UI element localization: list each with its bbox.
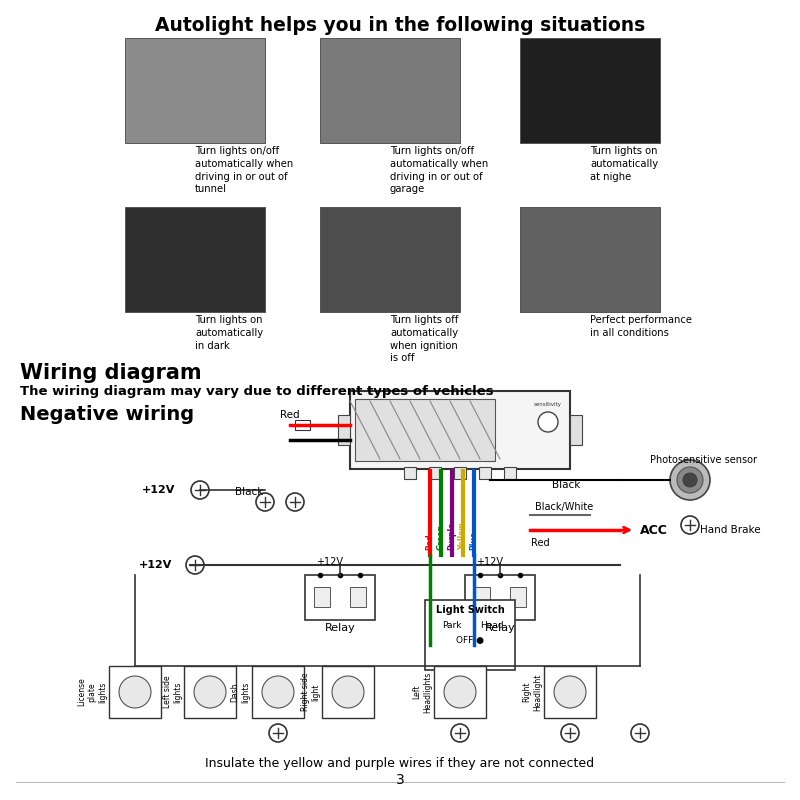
Circle shape [444,676,476,708]
Text: Head: Head [480,621,504,630]
Text: OFF ●: OFF ● [456,635,484,645]
Bar [454,467,466,479]
Text: Red: Red [280,410,300,420]
Text: Left side
lights: Left side lights [162,676,182,708]
Text: Left
Headlights: Left Headlights [413,671,432,713]
Bar [425,600,515,670]
Text: Turn lights on
automatically
at nighe: Turn lights on automatically at nighe [590,146,658,182]
Text: Turn lights off
automatically
when ignition
is off: Turn lights off automatically when ignit… [390,315,458,363]
Text: Right
Headlight: Right Headlight [522,674,542,710]
Text: Park: Park [442,621,462,630]
Bar [544,666,596,718]
Bar [429,467,441,479]
Bar [504,467,516,479]
Bar [314,587,330,607]
Text: +12V: +12V [142,485,175,495]
Circle shape [681,516,699,534]
Text: Light Switch: Light Switch [436,605,504,615]
Text: ACC: ACC [640,523,668,537]
Bar [338,415,350,445]
Bar [510,587,526,607]
Bar [184,666,236,718]
Bar [252,666,304,718]
Bar [350,391,570,469]
Bar [320,207,460,312]
Circle shape [286,493,304,511]
Bar [479,467,491,479]
Circle shape [554,676,586,708]
Circle shape [194,676,226,708]
Circle shape [451,724,469,742]
Text: The wiring diagram may vary due to different types of vehicles: The wiring diagram may vary due to diffe… [20,385,494,398]
Circle shape [269,724,287,742]
Bar [434,666,486,718]
Bar [125,38,265,143]
Text: Red: Red [530,538,550,548]
Bar [320,38,460,143]
Text: License
plate
lights: License plate lights [77,678,107,706]
Bar [570,415,582,445]
Circle shape [538,412,558,432]
Text: Perfect performance
in all conditions: Perfect performance in all conditions [590,315,692,338]
Bar [404,467,416,479]
Bar [350,587,366,607]
Text: 3: 3 [396,773,404,787]
Text: Red: Red [426,534,434,550]
Text: +12V: +12V [477,557,503,567]
Bar [465,574,535,619]
Text: +12V: +12V [138,560,172,570]
Bar [474,587,490,607]
Circle shape [683,473,697,487]
Text: Yellow: Yellow [458,522,467,550]
Text: Turn lights on/off
automatically when
driving in or out of
garage: Turn lights on/off automatically when dr… [390,146,488,194]
Text: Black: Black [552,480,580,490]
Text: Wiring diagram: Wiring diagram [20,363,202,383]
Bar [125,207,265,312]
Text: Black/White: Black/White [535,502,594,512]
Circle shape [561,724,579,742]
Circle shape [262,676,294,708]
Bar [295,420,310,430]
Circle shape [631,724,649,742]
Circle shape [191,481,209,499]
Text: Blue: Blue [470,531,478,550]
Bar [355,399,495,461]
Bar [520,207,660,312]
Text: Turn lights on/off
automatically when
driving in or out of
tunnel: Turn lights on/off automatically when dr… [195,146,294,194]
Bar [322,666,374,718]
Text: Dash
lights: Dash lights [230,682,250,702]
Text: Autolight helps you in the following situations: Autolight helps you in the following sit… [155,16,645,35]
Text: Insulate the yellow and purple wires if they are not connected: Insulate the yellow and purple wires if … [206,758,594,770]
Bar [109,666,161,718]
Text: Photosensitive sensor: Photosensitive sensor [650,455,757,465]
Text: Hand Brake: Hand Brake [700,525,761,535]
Text: Purple: Purple [447,522,457,550]
Text: +12V: +12V [317,557,343,567]
Text: Right side
light: Right side light [301,673,320,711]
Text: Black: Black [235,487,263,497]
Circle shape [332,676,364,708]
Bar [305,574,375,619]
Text: Relay: Relay [485,623,515,633]
Circle shape [256,493,274,511]
Text: Turn lights on
automatically
in dark: Turn lights on automatically in dark [195,315,263,350]
Circle shape [670,460,710,500]
Text: Negative wiring: Negative wiring [20,405,194,424]
Text: sensitivity: sensitivity [534,402,562,407]
Circle shape [186,556,204,574]
Text: Green: Green [437,524,446,550]
Circle shape [677,467,703,493]
Text: Relay: Relay [325,623,355,633]
Bar [520,38,660,143]
Circle shape [119,676,151,708]
